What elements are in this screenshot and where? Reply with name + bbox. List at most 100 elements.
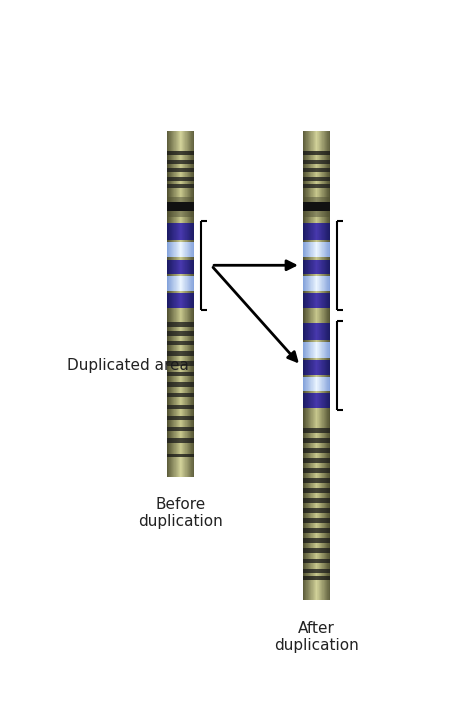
Bar (308, 576, 309, 599)
Bar (186, 293, 187, 308)
Bar (169, 132, 170, 155)
Bar (310, 323, 311, 340)
Bar (167, 185, 194, 188)
Bar (326, 223, 327, 240)
Bar (316, 394, 317, 408)
Bar (184, 211, 185, 216)
Bar (169, 454, 170, 477)
Bar (192, 277, 193, 291)
Bar (321, 360, 322, 374)
Bar (318, 260, 319, 274)
Bar (184, 454, 185, 477)
Bar (183, 197, 184, 202)
Bar (189, 293, 190, 308)
Bar (167, 211, 168, 216)
Bar (312, 132, 313, 155)
Bar (318, 323, 319, 340)
Bar (311, 394, 312, 408)
Bar (304, 242, 305, 258)
Bar (185, 155, 186, 454)
Bar (303, 360, 304, 374)
Bar (186, 197, 187, 202)
Bar (328, 293, 329, 308)
Bar (311, 342, 312, 358)
Bar (306, 293, 307, 308)
Bar (302, 223, 303, 240)
Bar (314, 155, 315, 576)
Bar (178, 132, 179, 155)
Bar (325, 342, 326, 358)
Bar (308, 197, 309, 202)
Bar (323, 223, 324, 240)
Bar (308, 360, 309, 374)
Bar (303, 197, 304, 202)
Bar (193, 242, 194, 258)
Bar (320, 293, 321, 308)
Bar (180, 293, 181, 308)
Bar (302, 132, 303, 155)
Bar (313, 293, 314, 308)
Bar (322, 277, 323, 291)
Bar (329, 223, 330, 240)
Bar (168, 223, 169, 240)
Bar (313, 242, 314, 258)
Bar (306, 376, 307, 391)
Bar (323, 197, 324, 202)
Bar (191, 242, 192, 258)
Bar (320, 576, 321, 599)
Bar (308, 394, 309, 408)
Bar (180, 454, 181, 477)
Bar (313, 376, 314, 391)
Bar (167, 405, 194, 409)
Bar (320, 376, 321, 391)
Bar (179, 197, 180, 202)
Bar (321, 242, 322, 258)
Bar (303, 323, 304, 340)
Bar (173, 454, 174, 477)
Bar (311, 211, 312, 216)
Bar (189, 277, 190, 291)
Bar (325, 260, 326, 274)
Bar (310, 260, 311, 274)
Bar (325, 293, 326, 308)
Bar (305, 394, 306, 408)
Bar (186, 260, 187, 274)
Bar (183, 277, 184, 291)
Bar (188, 293, 189, 308)
Bar (174, 132, 175, 155)
Bar (314, 342, 315, 358)
Bar (324, 323, 325, 340)
Bar (312, 293, 313, 308)
Bar (307, 132, 308, 155)
Bar (329, 260, 330, 274)
Bar (306, 394, 307, 408)
Bar (329, 242, 330, 258)
Bar (184, 260, 185, 274)
Bar (319, 293, 320, 308)
Bar (305, 576, 306, 599)
Bar (304, 277, 305, 291)
Bar (192, 132, 193, 155)
Bar (167, 382, 194, 387)
Bar (176, 454, 177, 477)
Bar (189, 211, 190, 216)
Bar (185, 260, 186, 274)
Bar (170, 132, 171, 155)
Bar (327, 376, 328, 391)
Bar (323, 360, 324, 374)
Bar (320, 197, 321, 202)
Bar (167, 427, 194, 432)
Bar (309, 576, 310, 599)
Bar (168, 260, 169, 274)
Bar (327, 360, 328, 374)
Bar (191, 223, 192, 240)
Bar (327, 342, 328, 358)
Bar (171, 197, 172, 202)
Bar (168, 293, 169, 308)
Bar (320, 211, 321, 216)
Bar (173, 211, 174, 216)
Bar (171, 242, 172, 258)
Bar (171, 293, 172, 308)
Bar (172, 242, 173, 258)
Bar (170, 293, 171, 308)
